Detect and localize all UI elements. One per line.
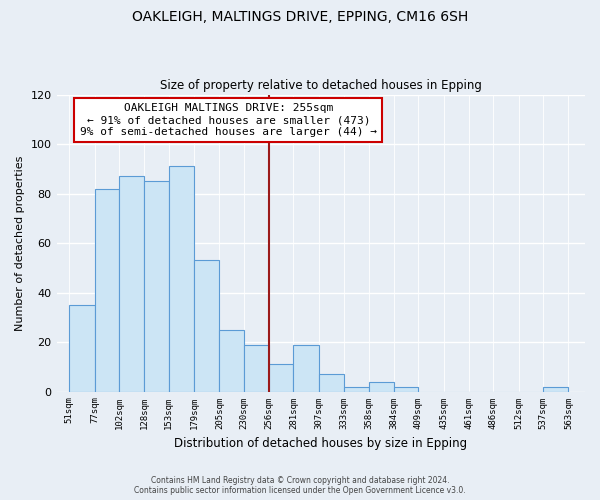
Text: OAKLEIGH MALTINGS DRIVE: 255sqm
← 91% of detached houses are smaller (473)
9% of: OAKLEIGH MALTINGS DRIVE: 255sqm ← 91% of… — [80, 104, 377, 136]
Bar — [394, 386, 418, 392]
Bar — [543, 386, 568, 392]
X-axis label: Distribution of detached houses by size in Epping: Distribution of detached houses by size … — [174, 437, 467, 450]
Bar — [194, 260, 220, 392]
Bar — [368, 382, 394, 392]
Bar — [119, 176, 144, 392]
Y-axis label: Number of detached properties: Number of detached properties — [15, 156, 25, 330]
Title: Size of property relative to detached houses in Epping: Size of property relative to detached ho… — [160, 79, 482, 92]
Bar — [319, 374, 344, 392]
Bar — [69, 305, 95, 392]
Bar — [244, 344, 269, 392]
Bar — [293, 344, 319, 392]
Bar — [344, 386, 368, 392]
Bar — [269, 364, 293, 392]
Text: Contains HM Land Registry data © Crown copyright and database right 2024.
Contai: Contains HM Land Registry data © Crown c… — [134, 476, 466, 495]
Bar — [220, 330, 244, 392]
Bar — [95, 188, 119, 392]
Bar — [169, 166, 194, 392]
Text: OAKLEIGH, MALTINGS DRIVE, EPPING, CM16 6SH: OAKLEIGH, MALTINGS DRIVE, EPPING, CM16 6… — [132, 10, 468, 24]
Bar — [144, 181, 169, 392]
